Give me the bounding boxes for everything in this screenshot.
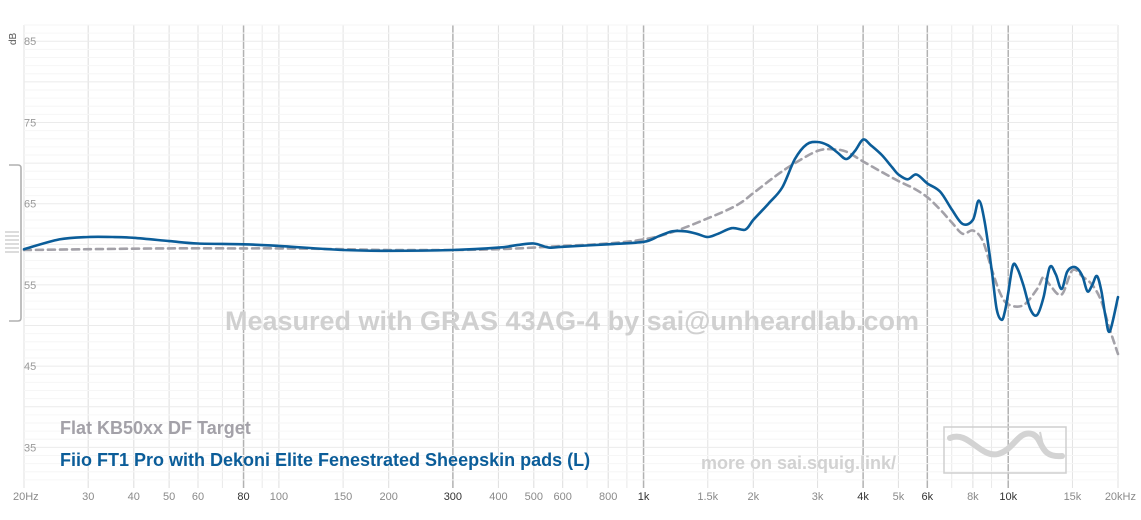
- squiglink-logo: [943, 426, 1067, 474]
- x-tick-label: 60: [192, 491, 204, 503]
- x-tick-label: 500: [525, 491, 543, 503]
- horizontal-gridlines: [24, 24, 1118, 481]
- vertical-gridlines: [23, 25, 1119, 488]
- x-tick-label: 6k: [922, 491, 934, 503]
- x-axis-tick-labels: 20Hz 30 40 50 60 80 100 150 200 300 400 500 600 800 1k…: [13, 491, 1136, 503]
- watermark-text: Measured with GRAS 43AG-4 by sai@unheard…: [225, 306, 919, 336]
- x-tick-label: 2k: [748, 491, 760, 503]
- x-tick-label: 200: [379, 491, 397, 503]
- x-tick-label: 4k: [857, 491, 869, 503]
- x-tick-label: 150: [334, 491, 352, 503]
- y-axis-unit-label: dB: [8, 32, 19, 45]
- footer-link-text[interactable]: more on sai.squig.link/: [701, 453, 896, 473]
- x-tick-label: 10k: [999, 491, 1017, 503]
- x-tick-label: 40: [128, 491, 140, 503]
- x-tick-label: 30: [82, 491, 94, 503]
- x-tick-label: 400: [489, 491, 507, 503]
- y-axis-tick-labels: 35 45 55 65 75 85: [24, 36, 36, 454]
- x-tick-label: 20Hz: [13, 491, 39, 503]
- y-tick-label: 75: [24, 117, 36, 129]
- x-tick-label: 600: [553, 491, 571, 503]
- x-tick-label: 5k: [893, 491, 905, 503]
- x-tick-label: 20kHz: [1105, 491, 1136, 503]
- x-tick-label: 3k: [812, 491, 824, 503]
- y-tick-label: 85: [24, 36, 36, 48]
- y-tick-label: 35: [24, 442, 36, 454]
- y-tick-label: 65: [24, 199, 36, 211]
- x-tick-label: 800: [599, 491, 617, 503]
- y-tick-label: 45: [24, 361, 36, 373]
- x-tick-label: 1k: [638, 491, 650, 503]
- legend-target: Flat KB50xx DF Target: [60, 418, 251, 438]
- x-tick-label: 50: [163, 491, 175, 503]
- x-tick-label: 8k: [967, 491, 979, 503]
- x-tick-label: 80: [237, 491, 249, 503]
- x-tick-label: 100: [270, 491, 288, 503]
- headphone-curve-line: [22, 138, 1120, 334]
- series-lines: [22, 138, 1120, 356]
- y-tick-label: 55: [24, 280, 36, 292]
- legend-headphone: Fiio FT1 Pro with Dekoni Elite Fenestrat…: [60, 450, 590, 470]
- x-tick-label: 15k: [1064, 491, 1082, 503]
- left-drag-handle[interactable]: [5, 164, 22, 322]
- x-tick-label: 1.5k: [697, 491, 718, 503]
- x-tick-label: 300: [444, 491, 462, 503]
